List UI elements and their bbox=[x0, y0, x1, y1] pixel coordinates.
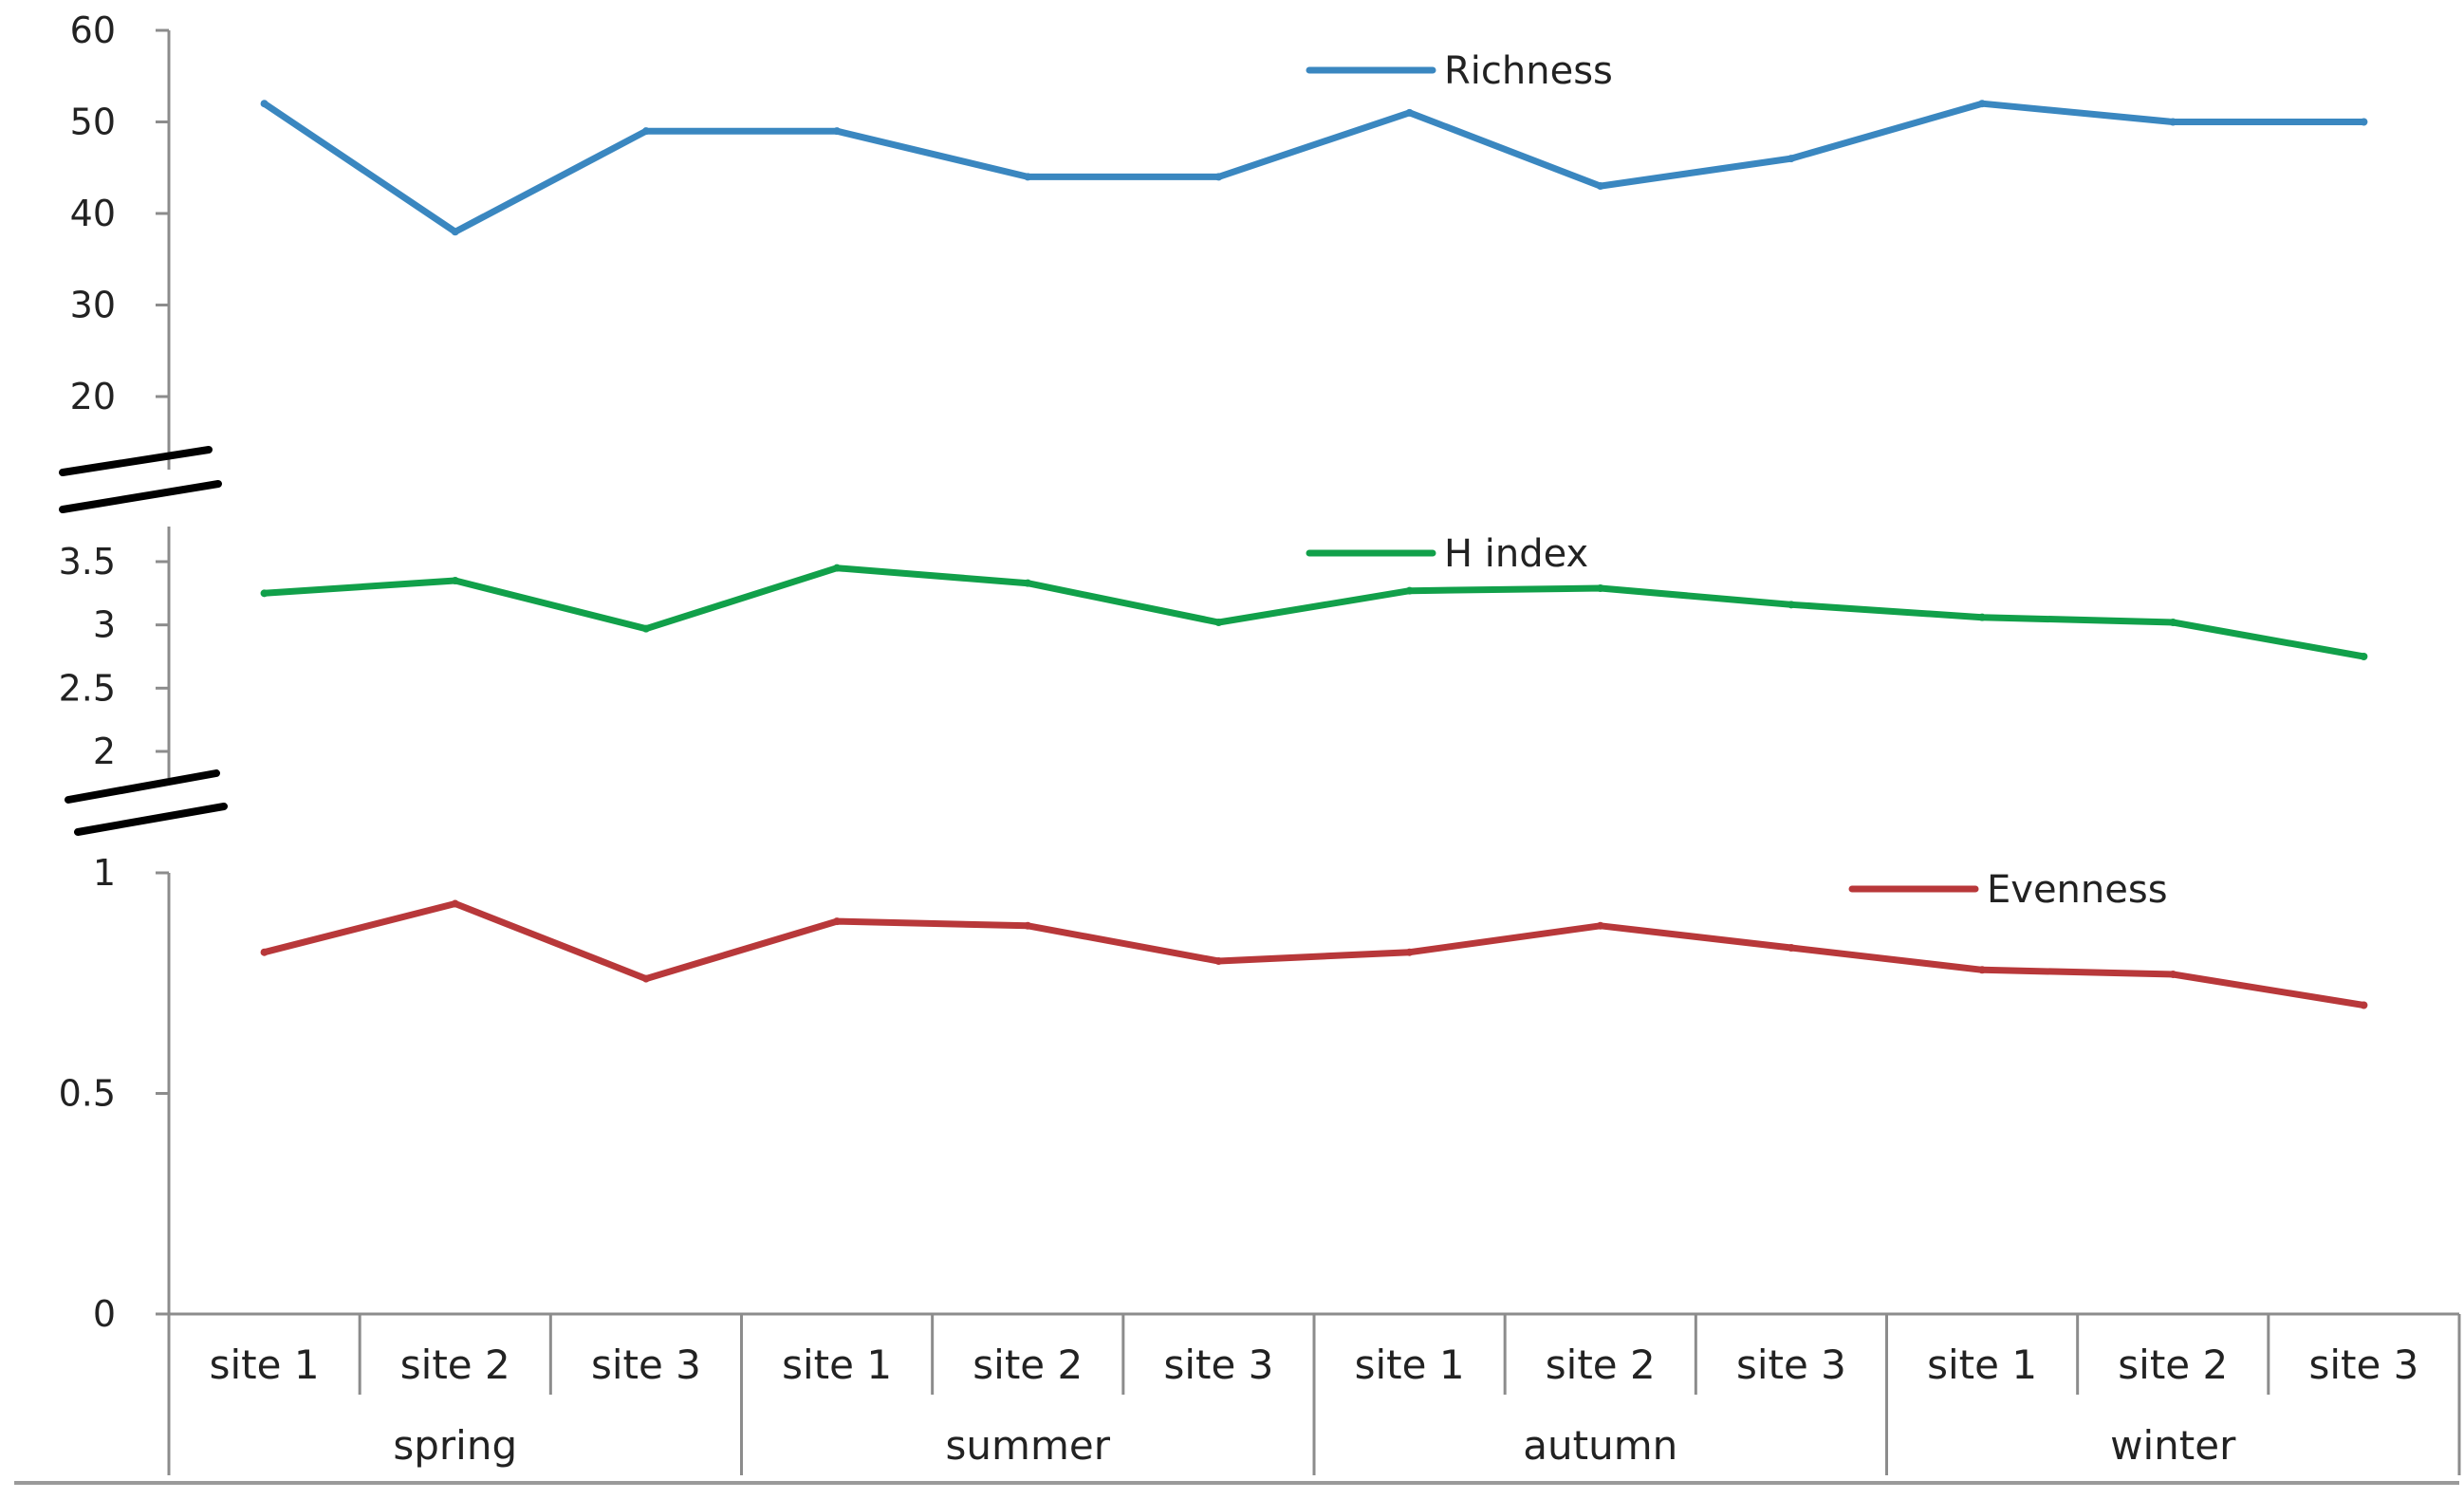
richness-data-point bbox=[833, 127, 842, 136]
evenness-data-point bbox=[2169, 970, 2177, 978]
h-index-data-point bbox=[2360, 653, 2368, 660]
h-index-data-point bbox=[260, 589, 269, 598]
h-index-y-tick-label: 3.5 bbox=[59, 541, 116, 583]
category-label: site 2 bbox=[1546, 1342, 1656, 1388]
richness-data-point bbox=[451, 228, 459, 236]
richness-data-point bbox=[641, 127, 650, 136]
h-index-data-point bbox=[1405, 586, 1414, 595]
h-index-data-point bbox=[1787, 601, 1795, 609]
evenness-data-point bbox=[2360, 1001, 2368, 1009]
evenness-data-point bbox=[1405, 948, 1414, 956]
h-index-data-point bbox=[641, 624, 650, 633]
group-label: winter bbox=[2110, 1422, 2236, 1469]
richness-legend-label: Richness bbox=[1444, 49, 1613, 93]
evenness-data-point bbox=[1978, 966, 1987, 974]
h-index-data-point bbox=[1978, 613, 1987, 621]
group-label: summer bbox=[946, 1422, 1111, 1469]
evenness-legend-label: Evenness bbox=[1987, 868, 2168, 912]
axis-break-mark bbox=[65, 769, 220, 804]
evenness-y-tick-label: 0.5 bbox=[59, 1073, 116, 1115]
evenness-data-point bbox=[641, 974, 650, 983]
h-index-y-tick-label: 2.5 bbox=[59, 667, 116, 709]
evenness-data-point bbox=[1596, 921, 1604, 930]
richness-data-point bbox=[1978, 100, 1987, 108]
evenness-data-point bbox=[451, 899, 459, 908]
richness-data-point bbox=[1405, 108, 1414, 117]
axes: 20 30 40 50 60 2 2.5 3 3.5 0 0.5 1 bbox=[59, 9, 171, 1475]
h-index-data-point bbox=[451, 577, 459, 584]
richness-y-tick-label: 30 bbox=[70, 285, 116, 326]
series-lines bbox=[260, 100, 2368, 1009]
evenness-series-line bbox=[261, 900, 2367, 1009]
richness-data-point bbox=[2360, 118, 2368, 126]
evenness-data-point bbox=[260, 948, 269, 956]
evenness-data-point bbox=[1214, 957, 1223, 965]
axis-break-mark bbox=[59, 480, 222, 513]
evenness-data-point bbox=[833, 917, 842, 926]
category-label: site 2 bbox=[400, 1342, 510, 1388]
evenness-data-point bbox=[1024, 921, 1032, 930]
group-label: spring bbox=[393, 1422, 517, 1469]
richness-y-tick-label: 40 bbox=[70, 193, 116, 234]
category-label: site 3 bbox=[2308, 1342, 2418, 1388]
richness-y-tick-label: 50 bbox=[70, 102, 116, 143]
richness-data-point bbox=[1024, 173, 1032, 181]
axis-break-mark bbox=[74, 803, 228, 836]
h-index-data-point bbox=[1214, 619, 1223, 626]
h-index-y-tick-label: 3 bbox=[93, 604, 116, 646]
category-label: site 3 bbox=[591, 1342, 701, 1388]
axis-breaks bbox=[59, 446, 228, 836]
evenness-y-tick-label: 1 bbox=[93, 852, 116, 894]
category-axis: site 1 site 2 site 3 site 1 site 2 site 3 site… bbox=[14, 1312, 2461, 1485]
category-label: site 1 bbox=[1355, 1342, 1465, 1388]
h-index-data-point bbox=[1024, 579, 1032, 587]
h-index-series-line bbox=[261, 564, 2367, 660]
richness-data-point bbox=[2169, 118, 2177, 126]
evenness-y-tick-label: 0 bbox=[93, 1293, 116, 1335]
richness-data-point bbox=[260, 100, 269, 108]
h-index-legend-label: H index bbox=[1444, 532, 1588, 576]
richness-series-line bbox=[261, 100, 2367, 235]
axis-break-mark bbox=[59, 446, 213, 476]
legend: Richness H index Evenness bbox=[1306, 49, 2168, 912]
evenness-data-point bbox=[1787, 944, 1795, 953]
h-index-data-point bbox=[2169, 619, 2177, 626]
richness-y-tick-label: 20 bbox=[70, 376, 116, 417]
h-index-data-point bbox=[1596, 584, 1604, 592]
category-label: site 1 bbox=[782, 1342, 892, 1388]
category-label: site 2 bbox=[2118, 1342, 2228, 1388]
group-label: autumn bbox=[1523, 1422, 1677, 1469]
category-label: site 2 bbox=[973, 1342, 1083, 1388]
category-label: site 1 bbox=[210, 1342, 320, 1388]
category-label: site 3 bbox=[1736, 1342, 1846, 1388]
h-index-data-point bbox=[833, 564, 842, 572]
richness-data-point bbox=[1596, 182, 1604, 191]
richness-y-tick-label: 60 bbox=[70, 9, 116, 51]
richness-data-point bbox=[1214, 173, 1223, 181]
category-label: site 1 bbox=[1927, 1342, 2037, 1388]
h-index-y-tick-label: 2 bbox=[93, 731, 116, 772]
category-label: site 3 bbox=[1163, 1342, 1273, 1388]
richness-data-point bbox=[1787, 155, 1795, 163]
